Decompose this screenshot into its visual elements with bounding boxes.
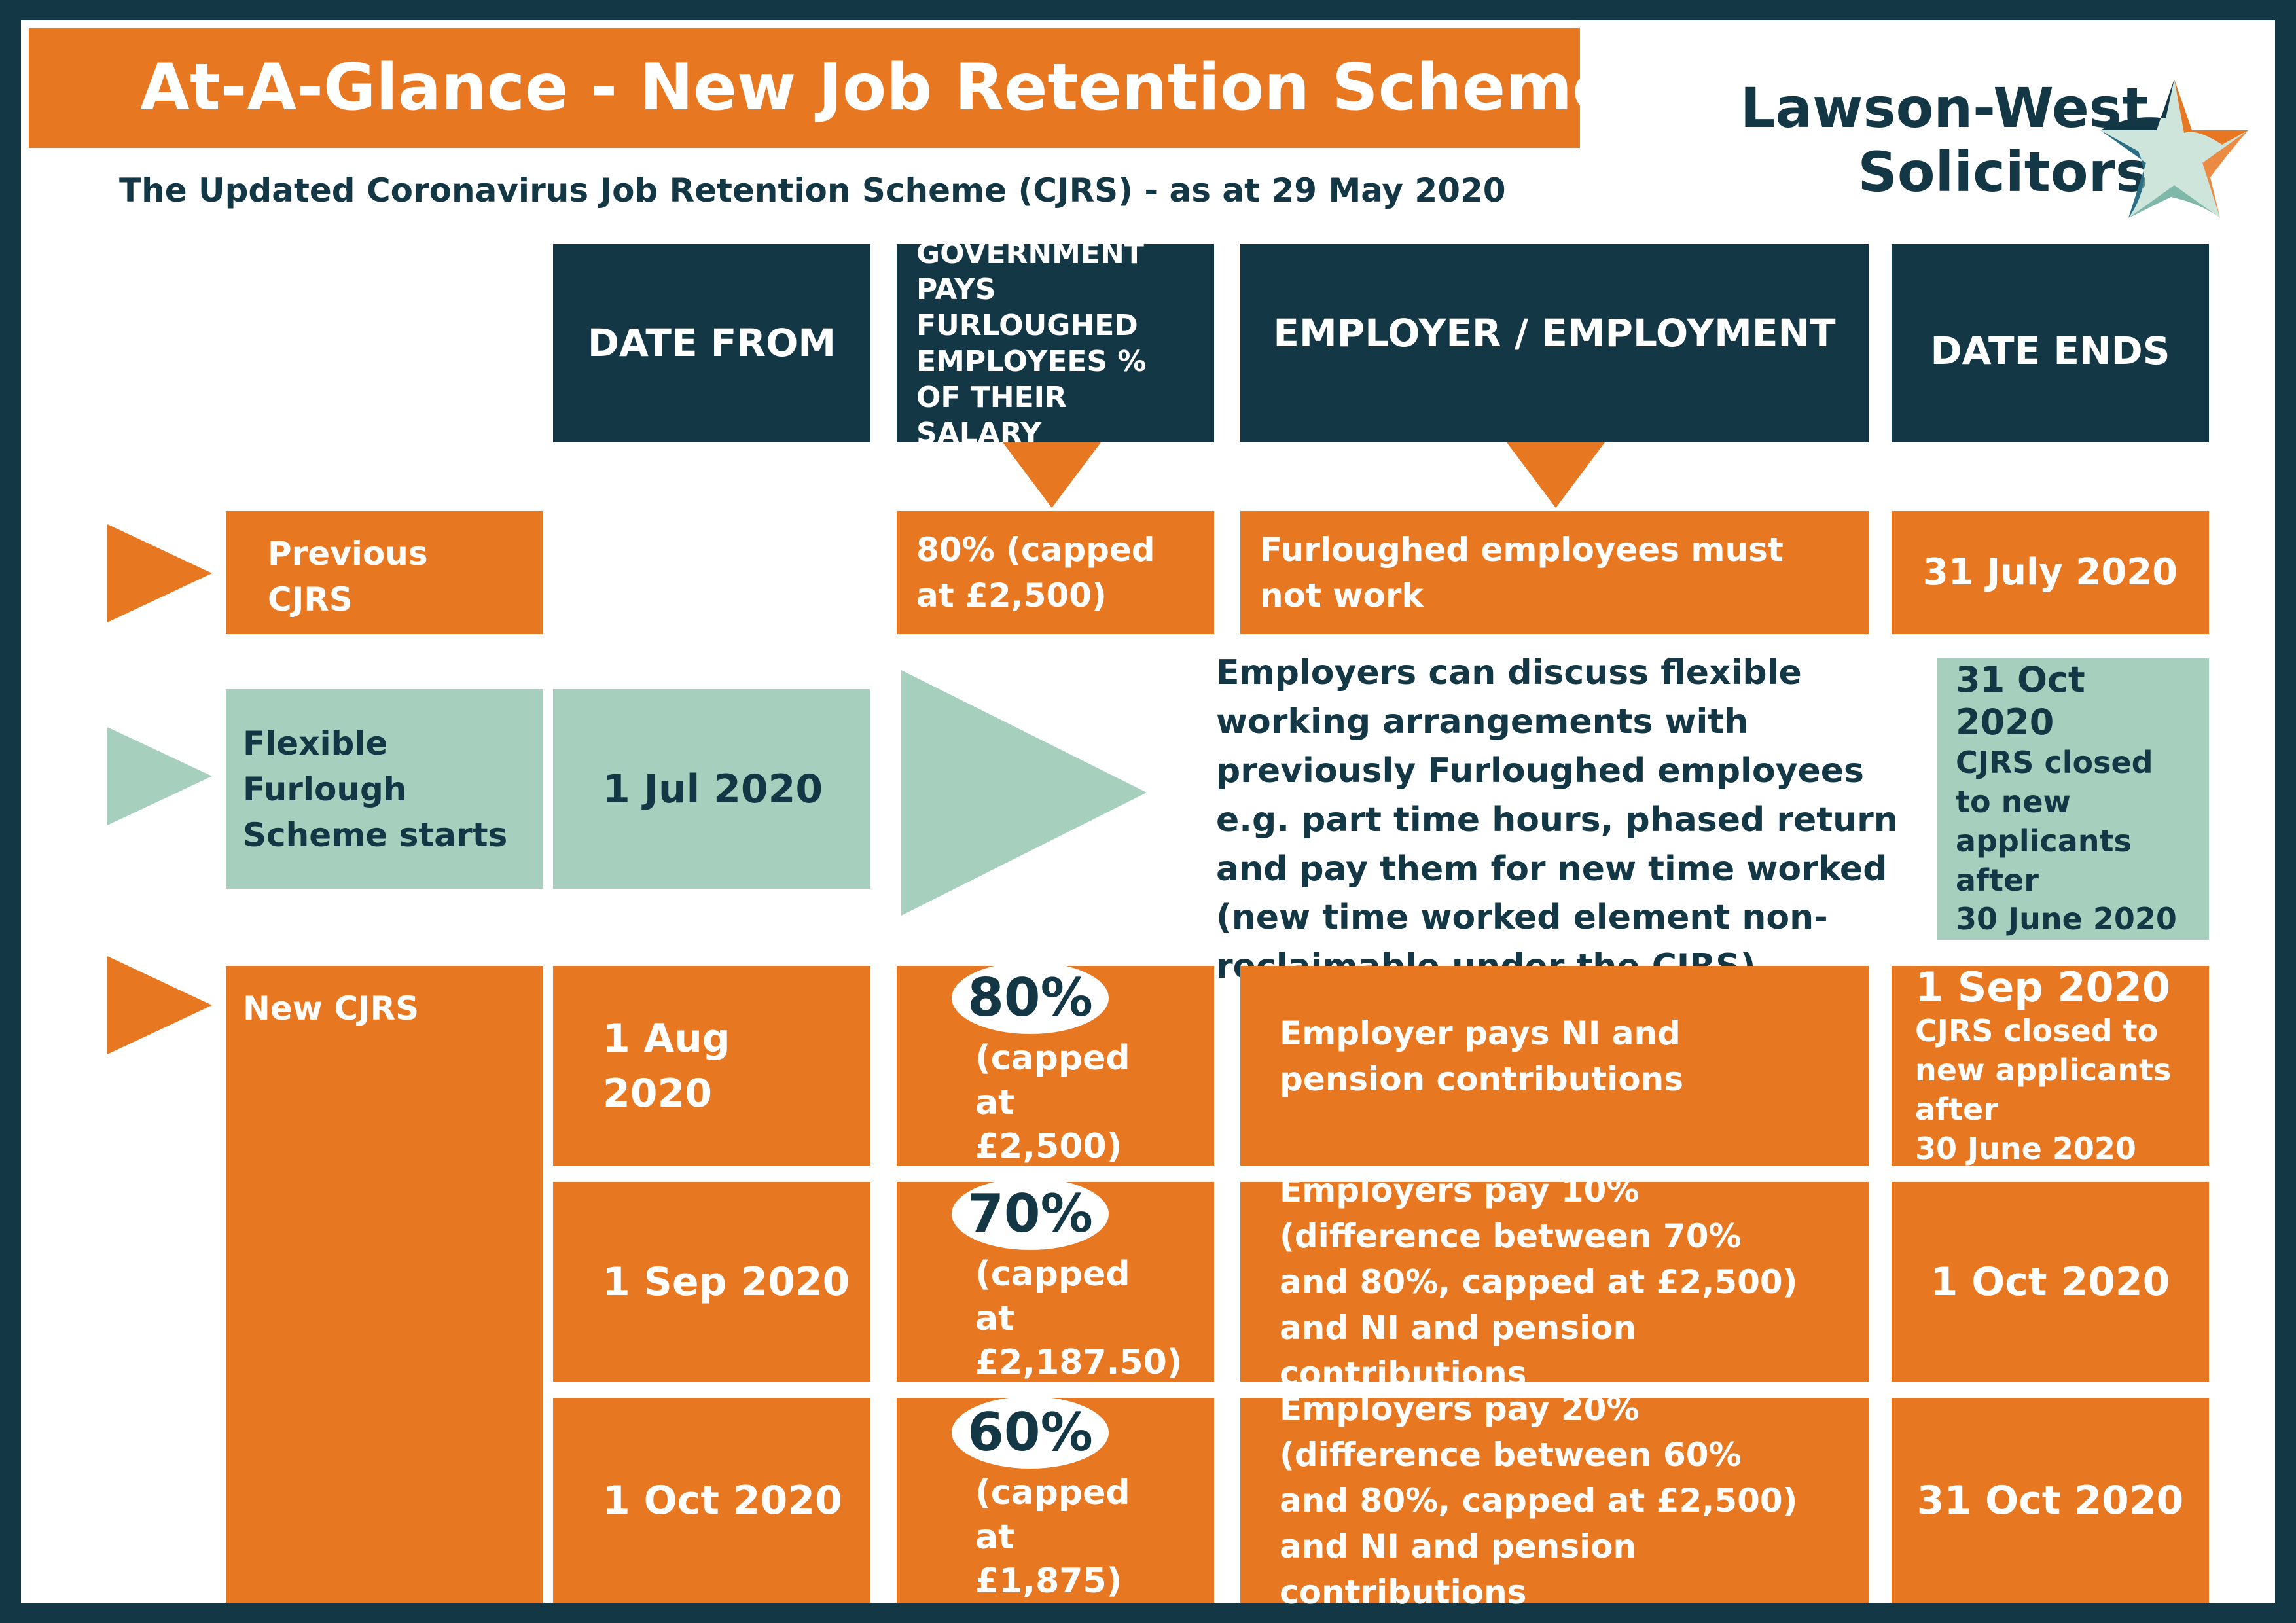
logo-wordmark: Lawson-West Solicitors (1703, 76, 2148, 226)
arrow-down-gov-icon (1003, 442, 1101, 508)
title-bar (29, 28, 1580, 148)
new-row-1-employer: Employer pays NI and pension contributio… (1240, 966, 1869, 1166)
new-row-2-date-from: 1 Sep 2020 (553, 1182, 870, 1382)
previous-date-ends: 31 July 2020 (1892, 511, 2209, 634)
new-row-2-percent: 70% (952, 1178, 1109, 1251)
new-row-3-employer: Employers pay 20% (difference between 60… (1240, 1390, 1869, 1611)
previous-gov-pays: 80% (capped at £2,500) (897, 511, 1214, 634)
page-title: At-A-Glance - New Job Retention Scheme (140, 50, 1616, 125)
star-logo-icon (2100, 79, 2248, 218)
previous-employer: Furloughed employees must not work (1240, 511, 1869, 634)
infographic-frame: At-A-Glance - New Job Retention Scheme T… (21, 20, 2275, 1611)
new-row-3-percent: 60% (952, 1397, 1109, 1469)
flexible-arrow-icon (901, 670, 1147, 916)
new-row-2-employer: Employers pay 10% (difference between 70… (1240, 1171, 1869, 1393)
logo-line-2: Solicitors (1857, 140, 2148, 204)
row-label-flexible: Flexible Furlough Scheme starts (226, 689, 543, 889)
flexible-employer: Employers can discuss flexible working a… (1216, 653, 1898, 987)
new-row-3-gov-pays: 60% (capped at £1,875) (897, 1397, 1214, 1603)
flexible-date-ends: 31 Oct 2020 CJRS closed to new applicant… (1937, 658, 2209, 940)
row-label-new: New CJRS (226, 966, 543, 1603)
flexible-end-note: CJRS closed to new applicants after 30 J… (1956, 745, 2177, 937)
logo-line-1: Lawson-West (1740, 76, 2148, 140)
flexible-date-from: 1 Jul 2020 (553, 689, 870, 889)
header-employer: EMPLOYER / EMPLOYMENT (1240, 244, 1869, 442)
page-subtitle: The Updated Coronavirus Job Retention Sc… (119, 171, 1506, 209)
row-arrow-previous-icon (107, 524, 212, 622)
header-date-from: DATE FROM (553, 244, 870, 442)
new-row-1-percent: 80% (952, 962, 1109, 1035)
new-row-1-gov-pays: 80% (capped at £2,500) (897, 962, 1214, 1167)
new-row-2-cap: (capped at £2,187.50) (975, 1255, 1183, 1383)
arrow-down-employer-icon (1507, 442, 1605, 508)
header-government-pays: GOVERNMENT PAYS FURLOUGHED EMPLOYEES % O… (897, 237, 1214, 450)
new-row-1-end-main: 1 Sep 2020 (1915, 963, 2170, 1011)
row-arrow-new-icon (107, 956, 212, 1054)
row-arrow-flexible-icon (107, 727, 212, 825)
new-row-2-date-ends: 1 Oct 2020 (1892, 1182, 2209, 1382)
new-row-3-cap: (capped at £1,875) (975, 1473, 1130, 1601)
new-row-1-cap: (capped at £2,500) (975, 1039, 1130, 1167)
new-row-3-date-from: 1 Oct 2020 (553, 1398, 870, 1603)
new-row-1-date-ends: 1 Sep 2020 CJRS closed to new applicants… (1892, 963, 2209, 1166)
new-row-3-date-ends: 31 Oct 2020 (1892, 1398, 2209, 1603)
new-row-2-gov-pays: 70% (capped at £2,187.50) (897, 1178, 1214, 1383)
row-label-previous: Previous CJRS (226, 511, 543, 634)
new-row-1-date-from: 1 Aug 2020 (553, 966, 870, 1166)
new-row-1-end-note: CJRS closed to new applicants after 30 J… (1915, 1013, 2172, 1166)
flexible-end-main: 31 Oct 2020 (1956, 658, 2085, 743)
header-date-ends: DATE ENDS (1892, 244, 2209, 442)
